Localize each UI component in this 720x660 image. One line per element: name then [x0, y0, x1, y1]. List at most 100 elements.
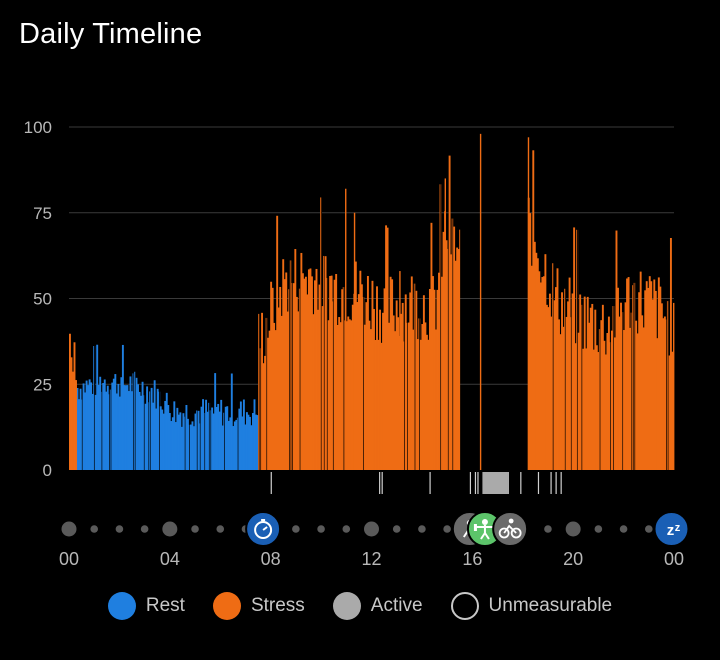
x-tick-label: 04: [160, 549, 180, 569]
bar-stress: [617, 287, 619, 470]
bar-rest: [233, 421, 236, 470]
bar-stress: [636, 333, 639, 470]
bar-stress: [304, 276, 307, 470]
bar-stress: [535, 252, 538, 470]
bar-stress: [638, 292, 641, 470]
bar-stress: [592, 349, 595, 470]
bar-gap: [414, 281, 416, 470]
bar-stress: [327, 320, 330, 470]
bar-stress: [597, 352, 600, 470]
svg-text:z: z: [675, 522, 681, 534]
bar-gap: [93, 343, 95, 470]
bar-rest: [197, 410, 200, 470]
bar-stress: [610, 330, 613, 470]
bar-stress: [430, 222, 433, 470]
unmeasurable-tick: [270, 472, 272, 494]
bar-stress: [421, 324, 424, 470]
bar-stress: [336, 325, 339, 470]
bar-stress: [435, 329, 437, 470]
bar-gap: [343, 285, 345, 470]
unmeasurable-tick: [537, 472, 540, 494]
bar-stress: [427, 339, 430, 470]
timeline-dot-small: [443, 525, 451, 533]
bar-stress: [618, 316, 621, 470]
bar-rest: [230, 373, 233, 470]
bar-rest: [193, 426, 195, 470]
bar-stress: [629, 327, 632, 470]
bar-stress: [541, 277, 544, 470]
bar-stress: [533, 241, 536, 470]
bar-stress: [532, 150, 535, 470]
unmeasurable-markers: [270, 472, 562, 494]
bar-stress: [356, 302, 359, 470]
bar-rest: [186, 418, 189, 470]
bar-rest: [138, 391, 141, 470]
bar-stress: [321, 306, 324, 470]
bar-stress: [454, 260, 457, 470]
unmeasurable-tick: [381, 472, 383, 494]
legend-item-unmeasurable: Unmeasurable: [450, 592, 612, 620]
bar-rest: [168, 413, 171, 470]
bar-rest: [250, 425, 253, 470]
bar-stress: [376, 286, 378, 470]
bar-stress: [385, 225, 388, 470]
bar-stress: [371, 280, 374, 470]
bar-gap: [237, 415, 239, 470]
bar-stress: [335, 274, 338, 470]
bar-rest: [156, 388, 159, 470]
timeline-dot-small: [619, 525, 628, 533]
bar-stress: [354, 261, 357, 470]
bar-stress: [553, 300, 556, 470]
bar-stress: [539, 282, 542, 470]
bar-rest: [164, 400, 167, 470]
legend-swatch: [450, 592, 479, 620]
bar-rest: [117, 383, 120, 470]
bike-icon[interactable]: [492, 511, 529, 547]
bar-rest: [161, 409, 164, 470]
bar-rest: [84, 392, 87, 470]
y-tick-label: 25: [33, 375, 52, 394]
bar-spike: [353, 212, 356, 470]
bar-gap: [632, 283, 634, 470]
unmeasurable-tick: [507, 472, 509, 494]
bar-stress: [441, 276, 443, 470]
legend-item-stress: Stress: [212, 592, 305, 620]
bar-stress: [397, 317, 400, 470]
bar-gap: [101, 389, 103, 470]
bar-stress: [654, 290, 657, 470]
bar-stress: [294, 249, 297, 470]
bar-stress: [75, 380, 77, 470]
bar-rest: [176, 407, 179, 470]
bar-stress: [388, 322, 391, 470]
bar-stress: [530, 265, 533, 470]
bar-stress: [72, 371, 74, 470]
bar-stress: [604, 354, 607, 470]
bar-gap: [363, 295, 365, 470]
bar-stress: [648, 276, 651, 470]
bar-rest: [141, 381, 144, 470]
clock-icon[interactable]: [245, 511, 282, 547]
bar-rest: [221, 425, 224, 470]
bar-rest: [152, 402, 155, 470]
bar-stress: [277, 307, 280, 470]
bar-stress: [283, 279, 286, 470]
bar-gap: [564, 286, 566, 470]
bar-stress: [659, 286, 662, 470]
bar-stress: [69, 333, 71, 470]
bar-rest: [245, 412, 248, 470]
bar-stress: [391, 279, 394, 470]
bar-rest: [111, 382, 114, 470]
bar-stress: [386, 227, 389, 470]
bar-rest: [248, 416, 251, 470]
bar-rest: [180, 426, 183, 470]
bar-stress: [307, 269, 310, 470]
bar-stress: [285, 272, 288, 470]
bar-stress: [404, 294, 407, 470]
bar-stress: [653, 279, 656, 470]
bar-stress: [436, 289, 439, 470]
unmeasurable-tick: [520, 472, 522, 494]
bar-gap: [447, 246, 449, 470]
bar-stress: [382, 312, 384, 470]
bar-stress: [438, 272, 440, 470]
